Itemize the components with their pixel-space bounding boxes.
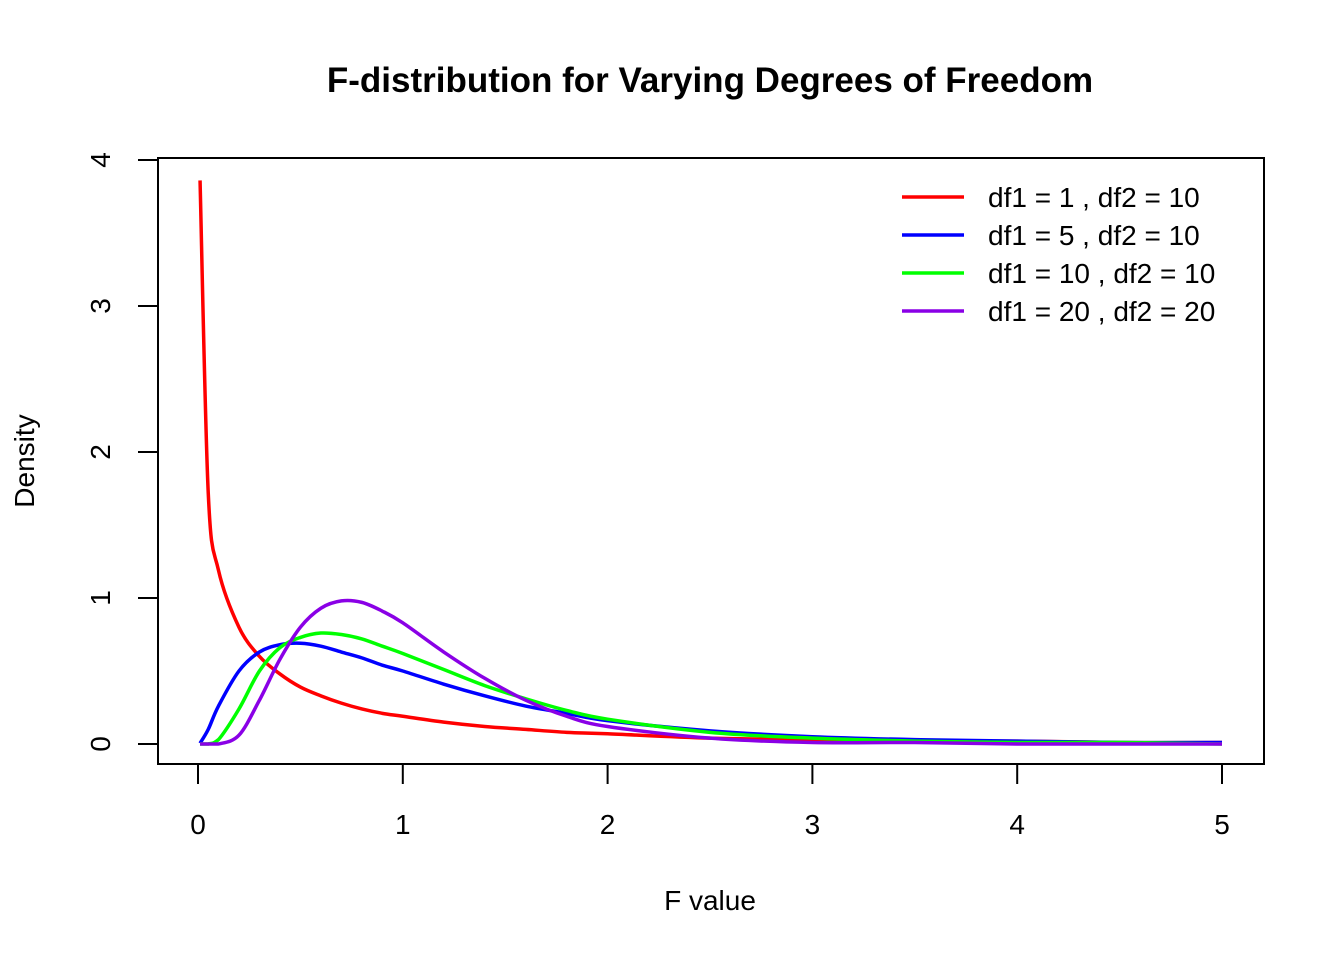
y-tick-label: 2 — [85, 444, 116, 460]
y-axis-label: Density — [9, 414, 40, 507]
x-tick-label: 5 — [1214, 809, 1230, 840]
series-line-3 — [200, 631, 1223, 746]
legend-label-2: df1 = 5 , df2 = 10 — [988, 220, 1200, 251]
y-tick-label: 0 — [85, 736, 116, 752]
legend-label-1: df1 = 1 , df2 = 10 — [988, 182, 1200, 213]
x-tick-label: 3 — [805, 809, 821, 840]
x-axis: 0 1 2 3 4 5 — [190, 763, 1230, 840]
series-line-2 — [198, 641, 1223, 745]
series-layer — [198, 180, 1223, 746]
legend-label-4: df1 = 20 , df2 = 20 — [988, 296, 1215, 327]
x-tick-label: 0 — [190, 809, 206, 840]
x-tick-label: 2 — [600, 809, 616, 840]
x-tick-label: 4 — [1009, 809, 1025, 840]
y-axis: 0 1 2 3 4 — [85, 152, 159, 752]
legend-label-3: df1 = 10 , df2 = 10 — [988, 258, 1215, 289]
series-line-4 — [200, 598, 1222, 746]
legend: df1 = 1 , df2 = 10 df1 = 5 , df2 = 10 df1 … — [902, 182, 1215, 327]
chart-title: F-distribution for Varying Degrees of Fr… — [327, 61, 1093, 100]
x-axis-label: F value — [664, 885, 756, 916]
x-tick-label: 1 — [395, 809, 411, 840]
y-tick-label: 4 — [85, 152, 116, 168]
y-tick-label: 3 — [85, 298, 116, 314]
y-tick-label: 1 — [85, 590, 116, 606]
